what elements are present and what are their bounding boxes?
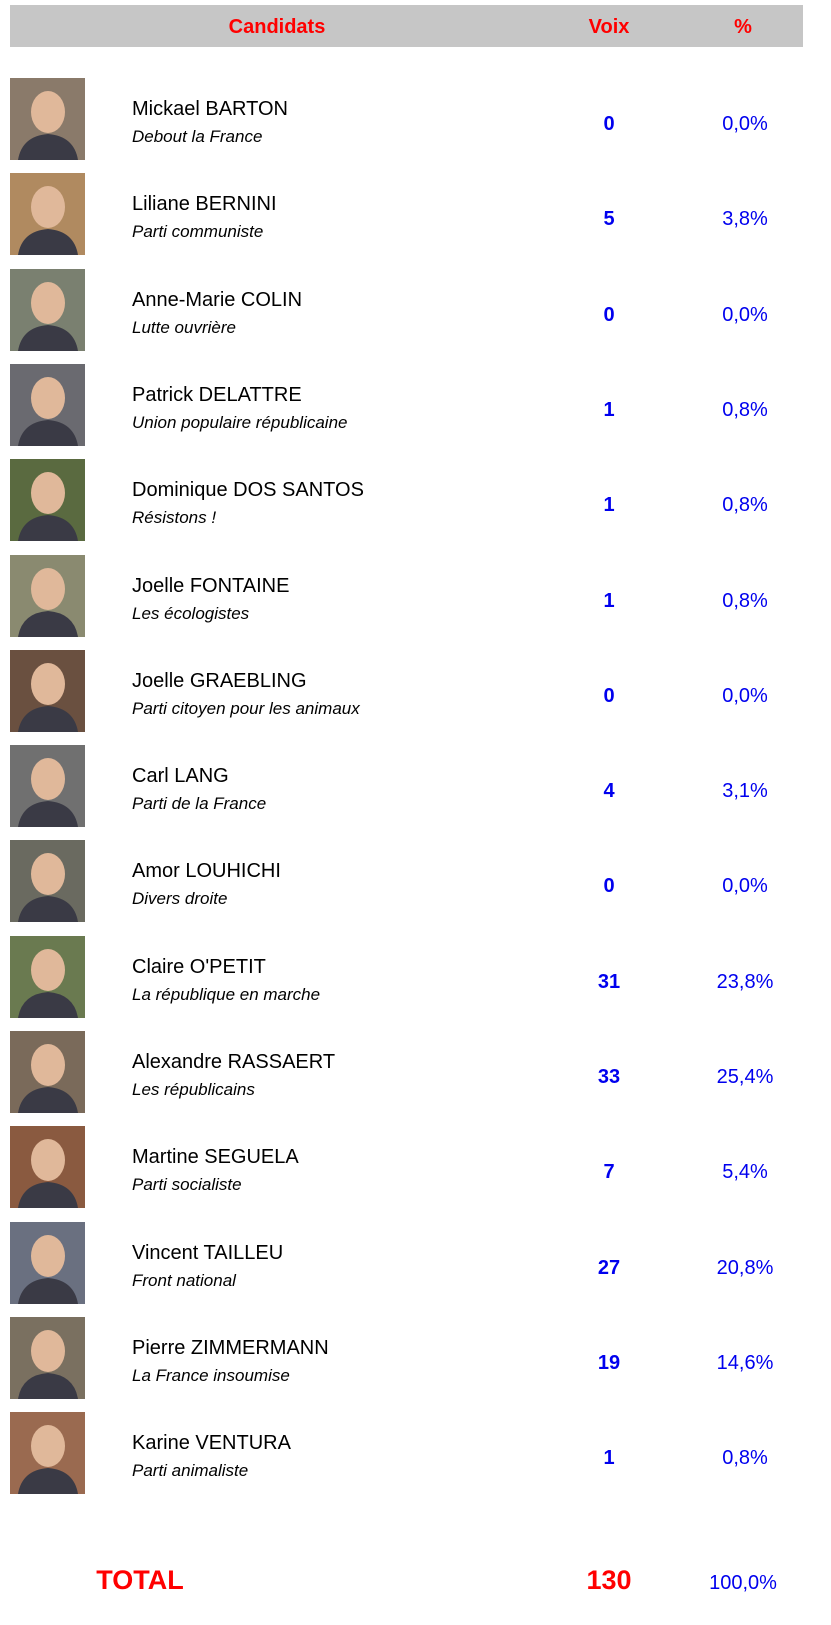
candidate-photo	[10, 650, 85, 732]
photo-silhouette	[10, 1222, 85, 1304]
candidate-party: Parti socialiste	[132, 1175, 242, 1195]
candidate-name: Liliane BERNINI	[132, 193, 277, 216]
candidate-percent: 0,8%	[722, 399, 768, 422]
candidate-photo	[10, 78, 85, 160]
results-table: Candidats Voix % TOTAL 130 100,0% Mickae…	[0, 0, 831, 1625]
candidate-percent: 0,8%	[722, 494, 768, 517]
candidate-votes: 1	[603, 399, 614, 422]
candidate-name: Carl LANG	[132, 765, 229, 788]
candidate-name: Amor LOUHICHI	[132, 860, 281, 883]
candidate-name: Mickael BARTON	[132, 98, 288, 121]
candidate-name: Joelle GRAEBLING	[132, 670, 307, 693]
candidate-percent: 5,4%	[722, 1161, 768, 1184]
header-votes: Voix	[589, 16, 630, 39]
candidate-name: Claire O'PETIT	[132, 956, 266, 979]
candidate-name: Martine SEGUELA	[132, 1146, 299, 1169]
candidate-percent: 0,0%	[722, 685, 768, 708]
candidate-photo	[10, 1412, 85, 1494]
candidate-votes: 0	[603, 113, 614, 136]
candidate-name: Alexandre RASSAERT	[132, 1051, 335, 1074]
candidate-votes: 1	[603, 494, 614, 517]
candidate-percent: 14,6%	[717, 1352, 774, 1375]
total-votes: 130	[586, 1565, 631, 1596]
candidate-party: Les écologistes	[132, 604, 249, 624]
candidate-photo	[10, 745, 85, 827]
photo-silhouette	[10, 459, 85, 541]
candidate-votes: 4	[603, 780, 614, 803]
photo-silhouette	[10, 936, 85, 1018]
candidate-votes: 33	[598, 1066, 620, 1089]
candidate-percent: 20,8%	[717, 1257, 774, 1280]
candidate-photo	[10, 459, 85, 541]
candidate-votes: 1	[603, 1447, 614, 1470]
candidate-party: La république en marche	[132, 985, 320, 1005]
candidate-votes: 27	[598, 1257, 620, 1280]
candidate-photo	[10, 840, 85, 922]
candidate-percent: 0,0%	[722, 304, 768, 327]
header-bar	[10, 5, 803, 47]
candidate-photo	[10, 936, 85, 1018]
photo-silhouette	[10, 1317, 85, 1399]
candidate-photo	[10, 555, 85, 637]
photo-silhouette	[10, 78, 85, 160]
candidate-percent: 3,8%	[722, 208, 768, 231]
photo-silhouette	[10, 650, 85, 732]
photo-silhouette	[10, 555, 85, 637]
candidate-percent: 23,8%	[717, 971, 774, 994]
total-percent: 100,0%	[709, 1572, 777, 1595]
photo-silhouette	[10, 1412, 85, 1494]
candidate-percent: 0,8%	[722, 1447, 768, 1470]
candidate-votes: 7	[603, 1161, 614, 1184]
candidate-party: Les républicains	[132, 1080, 255, 1100]
candidate-votes: 1	[603, 590, 614, 613]
photo-silhouette	[10, 840, 85, 922]
candidate-photo	[10, 1222, 85, 1304]
candidate-party: Parti de la France	[132, 794, 266, 814]
candidate-party: Union populaire républicaine	[132, 413, 347, 433]
candidate-name: Karine VENTURA	[132, 1432, 291, 1455]
candidate-photo	[10, 1031, 85, 1113]
candidate-votes: 31	[598, 971, 620, 994]
candidate-party: Lutte ouvrière	[132, 318, 236, 338]
candidate-name: Joelle FONTAINE	[132, 575, 289, 598]
candidate-name: Dominique DOS SANTOS	[132, 479, 364, 502]
candidate-votes: 5	[603, 208, 614, 231]
header-candidates: Candidats	[229, 16, 326, 39]
candidate-party: Parti communiste	[132, 222, 263, 242]
candidate-votes: 19	[598, 1352, 620, 1375]
photo-silhouette	[10, 364, 85, 446]
photo-silhouette	[10, 269, 85, 351]
total-label: TOTAL	[96, 1565, 184, 1596]
candidate-party: Résistons !	[132, 508, 216, 528]
candidate-name: Anne-Marie COLIN	[132, 289, 302, 312]
candidate-percent: 25,4%	[717, 1066, 774, 1089]
candidate-percent: 0,0%	[722, 875, 768, 898]
candidate-party: Debout la France	[132, 127, 262, 147]
candidate-party: Divers droite	[132, 889, 227, 909]
candidate-photo	[10, 1317, 85, 1399]
candidate-votes: 0	[603, 875, 614, 898]
candidate-percent: 0,0%	[722, 113, 768, 136]
candidate-party: La France insoumise	[132, 1366, 290, 1386]
candidate-name: Patrick DELATTRE	[132, 384, 302, 407]
candidate-votes: 0	[603, 685, 614, 708]
photo-silhouette	[10, 1031, 85, 1113]
candidate-percent: 3,1%	[722, 780, 768, 803]
photo-silhouette	[10, 1126, 85, 1208]
candidate-votes: 0	[603, 304, 614, 327]
candidate-name: Pierre ZIMMERMANN	[132, 1337, 329, 1360]
candidate-party: Parti animaliste	[132, 1461, 248, 1481]
candidate-photo	[10, 173, 85, 255]
photo-silhouette	[10, 745, 85, 827]
header-percent: %	[734, 16, 752, 39]
candidate-photo	[10, 269, 85, 351]
photo-silhouette	[10, 173, 85, 255]
candidate-name: Vincent TAILLEU	[132, 1242, 283, 1265]
page: Candidats Voix % TOTAL 130 100,0% Mickae…	[0, 0, 831, 1625]
candidate-party: Parti citoyen pour les animaux	[132, 699, 360, 719]
candidate-photo	[10, 364, 85, 446]
candidate-percent: 0,8%	[722, 590, 768, 613]
candidate-party: Front national	[132, 1271, 236, 1291]
candidate-photo	[10, 1126, 85, 1208]
